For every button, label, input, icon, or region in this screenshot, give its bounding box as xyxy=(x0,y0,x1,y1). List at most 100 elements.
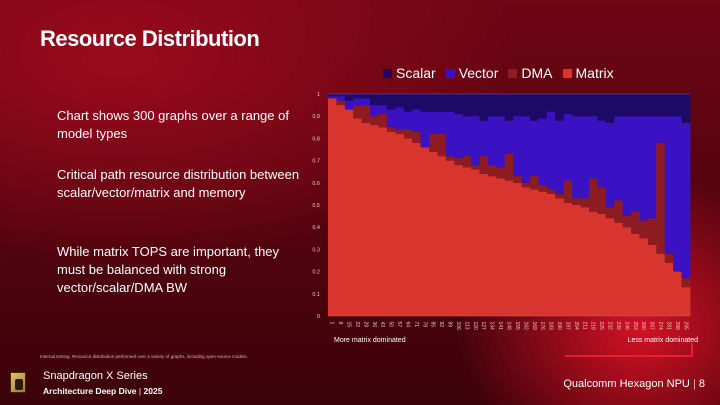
bar-vector xyxy=(471,116,480,166)
bar-scalar xyxy=(673,94,682,117)
page-number: 8 xyxy=(698,378,705,390)
bar-matrix xyxy=(681,287,691,316)
bar-vector xyxy=(546,111,556,190)
legend-swatch xyxy=(562,68,572,78)
snapdragon-logo xyxy=(10,372,26,393)
y-tick-label: 0.9 xyxy=(312,114,320,120)
bar-matrix xyxy=(403,138,413,316)
bar-vector xyxy=(420,111,430,148)
x-tick-label: 92 xyxy=(438,322,444,328)
bar-scalar xyxy=(622,94,632,117)
bar-matrix xyxy=(580,207,590,316)
bar-matrix xyxy=(344,109,354,316)
bar-matrix xyxy=(521,187,531,316)
bar-scalar xyxy=(588,94,598,117)
bar-dma xyxy=(437,133,447,157)
bar-dma xyxy=(496,167,506,179)
x-tick-label: 141 xyxy=(497,322,503,331)
bar-matrix xyxy=(647,244,657,316)
bar-scalar xyxy=(614,94,624,117)
bar-vector xyxy=(370,105,379,117)
bar-scalar xyxy=(639,94,649,117)
separator: | xyxy=(692,378,696,390)
x-tick-label: 99 xyxy=(447,322,453,328)
brand-event: Architecture Deep Dive | 2025 xyxy=(43,386,162,396)
bar-scalar xyxy=(538,94,548,119)
footer-section: Qualcomm Hexagon NPU | 8 xyxy=(563,378,705,390)
bar-dma xyxy=(487,165,497,177)
legend-swatch xyxy=(445,68,455,78)
bar-vector xyxy=(403,111,413,130)
bar-dma xyxy=(530,176,539,190)
bar-scalar xyxy=(546,94,556,112)
bar-vector xyxy=(361,98,371,106)
legend-label: Vector xyxy=(458,65,499,81)
bar-dma xyxy=(479,156,489,174)
caption-less-matrix: Less matrix dominated xyxy=(627,337,698,344)
bar-matrix xyxy=(437,156,447,316)
bar-vector xyxy=(656,116,666,143)
bar-scalar xyxy=(530,94,539,121)
bar-dma xyxy=(555,193,565,199)
bar-matrix xyxy=(496,178,506,316)
section-name: Qualcomm Hexagon NPU xyxy=(563,378,690,390)
legend-matrix: Matrix xyxy=(562,65,614,81)
bar-matrix xyxy=(395,133,405,316)
bar-matrix xyxy=(471,169,480,316)
bar-vector xyxy=(538,118,548,186)
bar-vector xyxy=(487,116,497,166)
bar-vector xyxy=(555,120,565,194)
bullet-2: Critical path resource distribution betw… xyxy=(57,167,300,200)
bar-scalar xyxy=(572,94,581,117)
y-tick-label: 0.1 xyxy=(312,292,320,298)
bar-matrix xyxy=(572,205,581,316)
bar-scalar xyxy=(631,94,640,117)
legend-swatch xyxy=(383,68,392,78)
bar-matrix xyxy=(597,213,607,316)
bar-vector xyxy=(462,116,472,157)
bar-dma xyxy=(538,185,548,192)
bar-scalar xyxy=(504,94,514,121)
x-tick-label: 22 xyxy=(354,322,360,328)
bar-matrix xyxy=(361,122,371,316)
y-tick-label: 0.3 xyxy=(312,247,320,253)
bar-vector xyxy=(454,113,464,159)
bar-matrix xyxy=(513,182,523,316)
x-tick-label: 127 xyxy=(480,322,486,331)
bar-dma xyxy=(664,253,674,263)
bar-matrix xyxy=(386,131,396,316)
bar-scalar xyxy=(479,94,489,121)
bar-vector xyxy=(647,116,657,219)
bar-vector xyxy=(395,107,405,130)
legend-swatch xyxy=(508,68,518,78)
bar-dma xyxy=(504,153,514,181)
bar-scalar xyxy=(496,94,506,117)
bar-matrix xyxy=(429,151,438,316)
x-tick-label: 204 xyxy=(573,322,579,331)
bar-dma xyxy=(681,278,691,288)
bar-vector xyxy=(344,100,354,110)
y-tick-label: 0 xyxy=(317,314,320,320)
bar-matrix xyxy=(479,173,489,316)
x-tick-label: 169 xyxy=(531,322,537,331)
x-tick-label: 246 xyxy=(623,322,629,331)
bar-vector xyxy=(336,96,346,101)
bar-scalar xyxy=(336,94,346,97)
bar-vector xyxy=(521,116,531,183)
bar-scalar xyxy=(328,94,337,97)
x-tick-label: 288 xyxy=(674,322,680,331)
bar-vector xyxy=(681,122,691,279)
bar-dma xyxy=(462,156,472,168)
bar-matrix xyxy=(588,211,598,316)
bar-dma xyxy=(370,116,379,126)
bar-scalar xyxy=(681,94,691,123)
bar-vector xyxy=(605,122,615,208)
bar-vector xyxy=(429,111,438,134)
bar-scalar xyxy=(605,94,615,123)
legend-label: Matrix xyxy=(575,65,614,81)
bar-dma xyxy=(386,127,396,132)
legend-label: Scalar xyxy=(396,65,436,81)
bar-vector xyxy=(673,116,682,272)
x-tick-label: 253 xyxy=(632,322,638,331)
bar-matrix xyxy=(639,238,649,316)
